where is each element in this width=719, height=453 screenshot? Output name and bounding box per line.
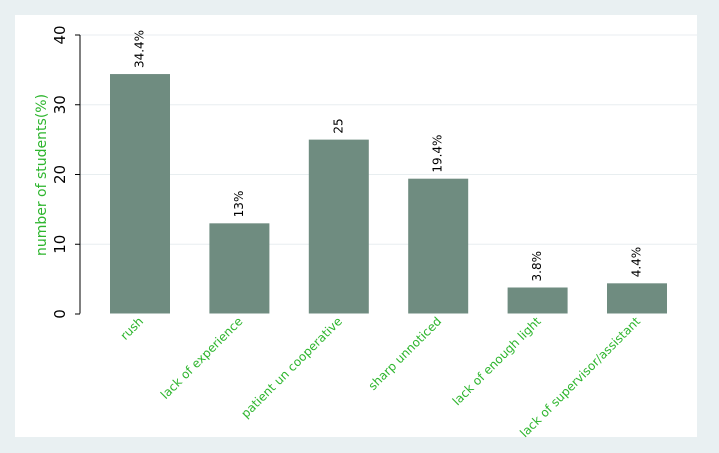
y-tick-label: 30 — [51, 95, 69, 114]
y-tick-label: 40 — [51, 25, 69, 44]
bar — [507, 287, 568, 314]
bar — [209, 223, 270, 314]
value-label: 25 — [331, 118, 345, 133]
bar — [308, 139, 369, 314]
y-axis-title: number of students(%) — [34, 94, 50, 256]
y-tick-label: 10 — [51, 235, 69, 254]
bar — [607, 283, 667, 314]
value-label: 19.4% — [431, 135, 445, 173]
value-label: 34.4% — [133, 30, 147, 68]
value-label: 3.8% — [530, 251, 544, 282]
value-label: 4.4% — [630, 247, 644, 278]
bar — [110, 74, 170, 314]
value-label: 13% — [232, 191, 246, 218]
y-tick-label: 0 — [51, 309, 69, 319]
y-tick-label: 20 — [51, 165, 69, 184]
bar — [408, 178, 469, 314]
